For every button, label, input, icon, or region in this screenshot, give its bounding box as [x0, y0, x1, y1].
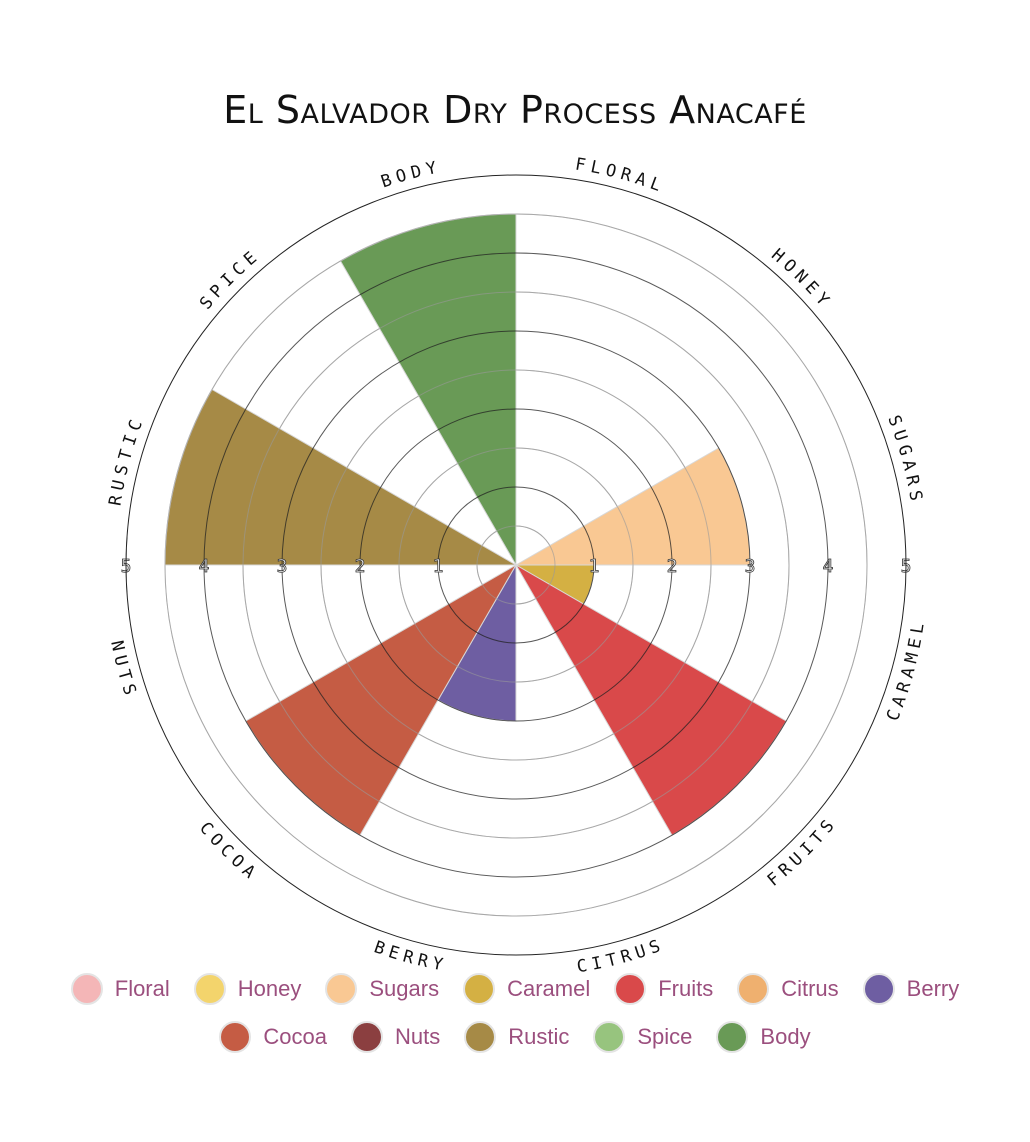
legend-swatch	[219, 1021, 252, 1053]
grid-rings	[164, 213, 868, 917]
legend-swatch	[716, 1021, 749, 1053]
legend-item-caramel[interactable]: Caramel	[463, 973, 590, 1005]
category-label-sugars: SUGARS	[883, 413, 926, 508]
legend-label: Honey	[237, 976, 302, 1001]
wedges	[164, 213, 787, 836]
legend: Floral Honey Sugars Caramel Fruits Citrus Berr…	[0, 965, 1030, 1061]
wedge-fruits	[514, 563, 787, 836]
legend-item-rustic[interactable]: Rustic	[464, 1021, 569, 1053]
grid-ring	[437, 486, 595, 644]
category-label-spice: SPICE	[196, 245, 265, 314]
legend-swatch	[614, 973, 647, 1005]
legend-label: Cocoa	[263, 1024, 327, 1049]
tick-label: 3	[745, 556, 756, 577]
tick-label: 2	[667, 556, 678, 577]
tick-label: 1	[589, 556, 600, 577]
legend-label: Berry	[906, 976, 960, 1001]
legend-swatch	[862, 973, 895, 1005]
legend-item-cocoa[interactable]: Cocoa	[219, 1021, 327, 1053]
grid-ring	[359, 408, 673, 722]
grid-ring-minor	[398, 447, 634, 683]
legend-item-sugars[interactable]: Sugars	[325, 973, 439, 1005]
tick-label: 2	[355, 556, 366, 577]
category-label-fruits: FRUITS	[764, 813, 842, 891]
legend-item-berry[interactable]: Berry	[862, 973, 960, 1005]
category-label-rustic: RUSTIC	[105, 413, 148, 508]
grid-ring	[281, 330, 751, 800]
legend-swatch	[464, 1021, 497, 1053]
tick-label: 1	[433, 556, 444, 577]
legend-item-nuts[interactable]: Nuts	[351, 1021, 440, 1053]
legend-label: Rustic	[508, 1024, 570, 1049]
legend-item-spice[interactable]: Spice	[593, 1021, 692, 1053]
tick-label: 3	[277, 556, 288, 577]
legend-label: Nuts	[395, 1024, 441, 1049]
legend-swatch	[193, 973, 226, 1005]
legend-item-body[interactable]: Body	[716, 1021, 811, 1053]
grid-ring-minor	[320, 369, 712, 761]
category-label-honey: HONEY	[767, 245, 836, 314]
tick-labels: 11 22 33 44 55	[120, 556, 912, 578]
tick-label: 4	[199, 556, 210, 577]
legend-item-fruits[interactable]: Fruits	[614, 973, 713, 1005]
tick-label: 4	[823, 556, 834, 577]
legend-swatch	[325, 973, 358, 1005]
legend-row: Floral Honey Sugars Caramel Fruits Citrus Berr…	[0, 965, 1030, 1013]
chart-title: El Salvador Dry Process Anacafé	[223, 88, 807, 132]
legend-item-citrus[interactable]: Citrus	[737, 973, 839, 1005]
legend-swatch	[70, 973, 103, 1005]
legend-swatch	[351, 1021, 383, 1053]
outer-circle	[125, 174, 907, 956]
legend-label: Floral	[114, 976, 170, 1001]
legend-row: Cocoa Nuts Rustic Spice Body	[0, 1013, 1030, 1061]
grid-ring	[203, 252, 829, 878]
legend-label: Spice	[637, 1024, 693, 1049]
legend-swatch	[737, 973, 770, 1005]
legend-item-honey[interactable]: Honey	[193, 973, 302, 1005]
legend-swatch	[593, 1021, 626, 1053]
category-label-nuts: NUTS	[106, 639, 141, 703]
grid-ring-minor	[164, 213, 868, 917]
legend-label: Citrus	[781, 976, 839, 1001]
category-label-body: BODY	[378, 157, 443, 192]
legend-label: Sugars	[369, 976, 440, 1001]
legend-item-floral[interactable]: Floral	[70, 973, 170, 1005]
legend-label: Caramel	[507, 976, 591, 1001]
grid-ring-minor	[242, 291, 790, 839]
category-label-caramel: CARAMEL	[883, 617, 929, 724]
outer-ring	[125, 174, 907, 956]
category-label-floral: FLORAL	[574, 154, 669, 197]
legend-label: Body	[760, 1024, 811, 1049]
grid-ring-minor	[476, 525, 556, 605]
legend-label: Fruits	[658, 976, 714, 1001]
legend-swatch	[463, 973, 496, 1005]
